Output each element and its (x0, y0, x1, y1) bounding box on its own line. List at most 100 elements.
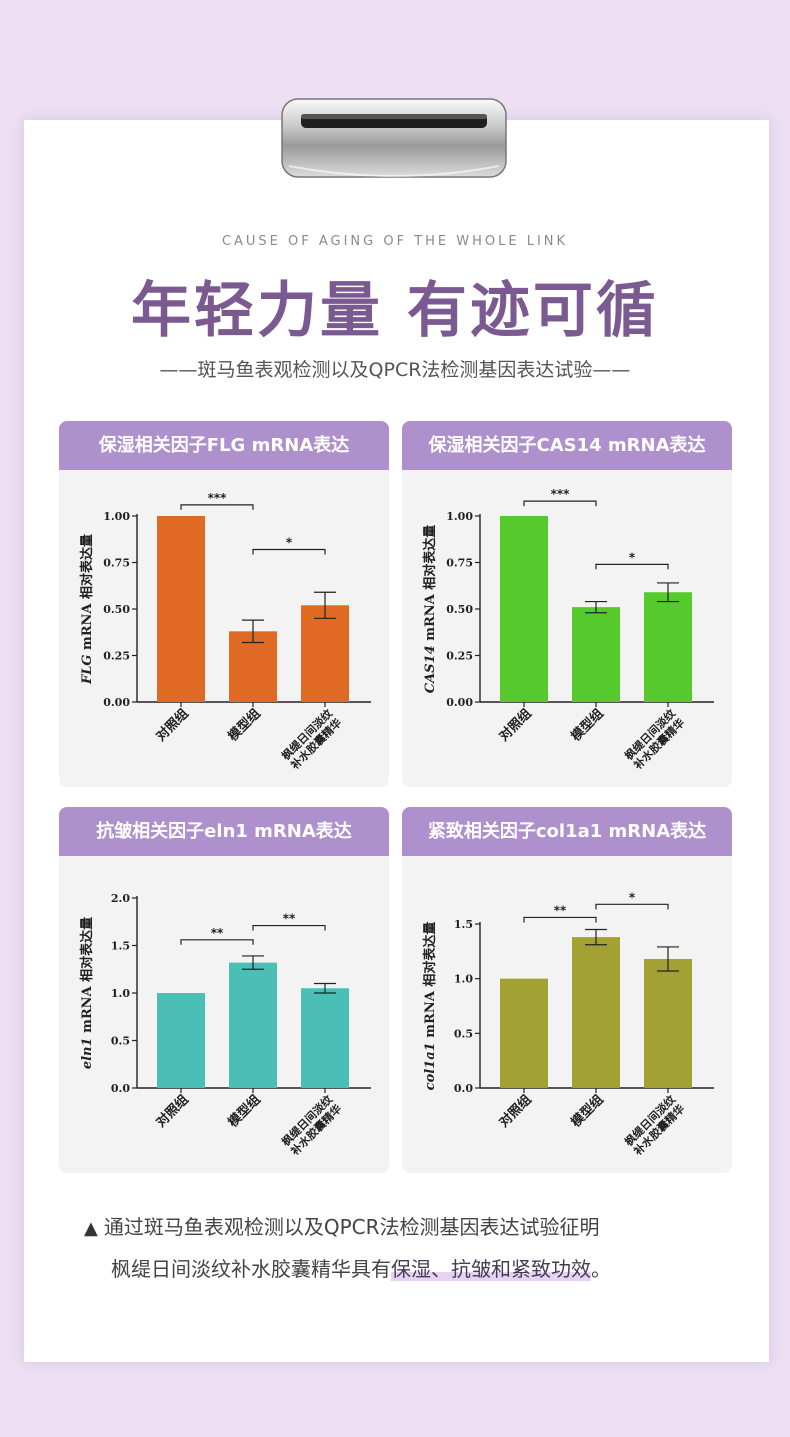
y-axis-label-italic: col1a1 (423, 1042, 438, 1090)
bar (500, 978, 548, 1088)
y-axis-label-rest: mRNA 相对表达量 (79, 534, 95, 655)
y-tick-label: 1.00 (103, 510, 130, 523)
chart-panel-flg: 保湿相关因子FLG mRNA表达 0.00 0.25 0.50 0.75 1.00 ***… (59, 421, 389, 787)
y-tick-label: 0.0 (111, 1082, 130, 1095)
significance-bracket (180, 504, 254, 510)
x-category-label: 枫缇日间淡纹补水胶囊精华 (279, 1092, 345, 1159)
y-axis-label: col1a1 mRNA 相对表达量 (422, 922, 438, 1091)
significance-label: ** (211, 926, 224, 940)
bar (229, 631, 277, 702)
bar (572, 607, 620, 702)
bar (229, 962, 277, 1088)
bar (157, 993, 205, 1088)
triangle-marker-icon: ▲ (84, 1218, 98, 1239)
x-category-label: 模型组 (225, 1092, 264, 1131)
y-tick-label: 1.00 (446, 510, 473, 523)
y-tick-label: 0.75 (446, 557, 473, 570)
chart-panel-eln1: 抗皱相关因子eln1 mRNA表达 0.0 0.5 1.0 1.5 2.0 ** ** 对照组… (59, 807, 389, 1173)
y-tick-label: 1.0 (454, 973, 473, 986)
y-tick-label: 1.5 (454, 918, 473, 931)
significance-label: * (629, 890, 636, 904)
y-tick-label: 0.75 (103, 557, 130, 570)
significance-label: ** (554, 903, 567, 917)
significance-bracket (523, 916, 597, 923)
chart-panel-col1a1: 紧致相关因子col1a1 mRNA表达 0.0 0.5 1.0 1.5 ** * 对照组 模型… (402, 807, 732, 1173)
y-axis-label-italic: eln1 (80, 1037, 95, 1069)
y-tick-label: 2.0 (111, 892, 130, 905)
y-axis-label-rest: mRNA 相对表达量 (422, 922, 438, 1043)
y-tick-label: 0.50 (103, 603, 130, 616)
x-category-label: 模型组 (225, 706, 264, 745)
bar (157, 516, 205, 702)
significance-label: *** (551, 487, 571, 501)
y-tick-label: 0.25 (103, 650, 130, 663)
bar (572, 937, 620, 1088)
x-category-label: 模型组 (568, 706, 607, 745)
y-axis-label: eln1 mRNA 相对表达量 (79, 917, 95, 1069)
significance-label: * (629, 550, 636, 564)
page-title: 年轻力量 有迹可循 (131, 276, 659, 346)
x-category-line: 模型组 (568, 706, 607, 745)
chart-title: 保湿相关因子FLG mRNA表达 (59, 421, 389, 470)
page-subtitle: ——斑马鱼表观检测以及QPCR法检测基因表达试验—— (159, 359, 631, 381)
x-category-label: 对照组 (496, 1092, 535, 1131)
significance-bracket (595, 903, 669, 910)
bar (644, 958, 692, 1088)
significance-bracket (252, 924, 326, 931)
chart-panel-cas14: 保湿相关因子CAS14 mRNA表达 0.00 0.25 0.50 0.75 1.00 *… (402, 421, 732, 787)
y-tick-label: 0.0 (454, 1082, 473, 1095)
y-tick-label: 0.00 (103, 696, 130, 709)
x-category-label: 对照组 (153, 1092, 192, 1131)
significance-label: * (286, 535, 293, 549)
chart-cas14: 0.000.250.500.751.00****对照组 模型组 枫缇日间淡纹补水胶囊… (422, 487, 714, 773)
bar (301, 605, 349, 702)
y-tick-label: 1.5 (111, 940, 130, 953)
chart-flg: 0.000.250.500.751.00****对照组 模型组 枫缇日间淡纹补水胶囊… (79, 491, 371, 773)
chart-eln1: 0.0 0.5 1.0 1.5 2.0 ** ** 对照组 模型组 枫缇日间淡纹补水胶囊精华 eln… (79, 892, 371, 1159)
significance-label: *** (208, 491, 228, 505)
y-tick-label: 0.50 (446, 603, 473, 616)
y-tick-label: 1.0 (111, 987, 130, 1000)
y-tick-label: 0.5 (454, 1027, 473, 1040)
chart-title: 保湿相关因子CAS14 mRNA表达 (402, 421, 732, 470)
x-category-label: 模型组 (568, 1092, 607, 1131)
note-line-2-prefix: 枫缇日间淡纹补水胶囊精华具有 (111, 1257, 391, 1281)
bar (500, 516, 548, 702)
y-axis-label-rest: mRNA 相对表达量 (422, 525, 438, 646)
y-axis-label-italic: CAS14 (423, 645, 438, 693)
significance-bracket (180, 939, 254, 945)
conclusion-note: ▲ 通过斑马鱼表观检测以及QPCR法检测基因表达试验征明 枫缇日间淡纹补水胶囊精华… (84, 1207, 724, 1289)
x-category-line: 模型组 (568, 1092, 607, 1131)
x-category-line: 对照组 (153, 1092, 192, 1131)
x-category-line: 对照组 (153, 706, 192, 745)
x-category-label: 枫缇日间淡纹补水胶囊精华 (622, 1092, 688, 1159)
english-subtitle: CAUSE OF AGING OF THE WHOLE LINK (221, 234, 569, 249)
chart-title: 紧致相关因子col1a1 mRNA表达 (402, 807, 732, 856)
x-category-label: 对照组 (153, 706, 192, 745)
y-axis-label: CAS14 mRNA 相对表达量 (422, 525, 438, 694)
y-axis-label-rest: mRNA 相对表达量 (79, 917, 95, 1038)
y-axis-label-italic: FLG (80, 655, 95, 685)
x-category-line: 对照组 (496, 1092, 535, 1131)
x-category-label: 枫缇日间淡纹补水胶囊精华 (279, 706, 345, 773)
significance-bracket (523, 500, 597, 507)
significance-bracket (595, 563, 669, 570)
x-category-line: 对照组 (496, 706, 535, 745)
x-category-label: 枫缇日间淡纹补水胶囊精华 (622, 706, 688, 773)
significance-bracket (252, 548, 326, 555)
note-line-2-suffix: 。 (591, 1257, 611, 1281)
bar (644, 592, 692, 702)
significance-label: ** (283, 912, 296, 926)
note-highlight: 保湿、抗皱和紧致功效 (391, 1257, 591, 1281)
x-category-label: 对照组 (496, 706, 535, 745)
x-category-line: 模型组 (225, 706, 264, 745)
bar (301, 988, 349, 1088)
clipboard-clip-icon (281, 98, 507, 178)
x-category-line: 模型组 (225, 1092, 264, 1131)
note-line-1: 通过斑马鱼表观检测以及QPCR法检测基因表达试验征明 (103, 1215, 600, 1239)
y-tick-label: 0.00 (446, 696, 473, 709)
y-axis-label: FLG mRNA 相对表达量 (79, 534, 95, 685)
y-tick-label: 0.5 (111, 1035, 130, 1048)
chart-col1a1: 0.00.51.01.5***对照组 模型组 枫缇日间淡纹补水胶囊精华col1a1 … (422, 890, 714, 1159)
chart-title: 抗皱相关因子eln1 mRNA表达 (59, 807, 389, 856)
